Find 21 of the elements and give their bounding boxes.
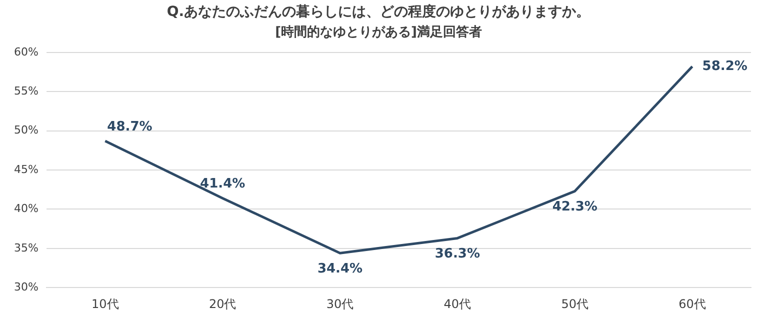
y-tick-label: 55% — [14, 84, 38, 98]
x-tick-label: 10代 — [92, 296, 119, 311]
chart-subtitle: [時間的なゆとりがある]満足回答者 — [275, 24, 482, 40]
data-label: 34.4% — [317, 261, 363, 276]
x-tick-label: 30代 — [326, 296, 354, 311]
x-tick-label: 20代 — [208, 296, 236, 311]
x-tick-label: 60代 — [678, 296, 706, 311]
y-tick-label: 40% — [14, 202, 38, 216]
y-tick-label: 60% — [14, 45, 38, 58]
x-tick-label: 40代 — [444, 296, 472, 311]
y-tick-label: 35% — [14, 241, 38, 254]
y-tick-label: 30% — [14, 280, 38, 294]
data-label: 41.4% — [200, 176, 246, 192]
data-label: 58.2% — [702, 58, 748, 74]
chart-title: Q.あなたのふだんの暮らしには、どの程度のゆとりがありますか。 — [166, 3, 590, 20]
data-label: 42.3% — [552, 200, 598, 215]
y-tick-label: 45% — [14, 162, 38, 176]
data-label: 36.3% — [434, 246, 480, 262]
data-label: 48.7% — [107, 119, 152, 134]
y-tick-label: 50% — [14, 124, 38, 137]
x-tick-label: 50代 — [561, 296, 589, 311]
